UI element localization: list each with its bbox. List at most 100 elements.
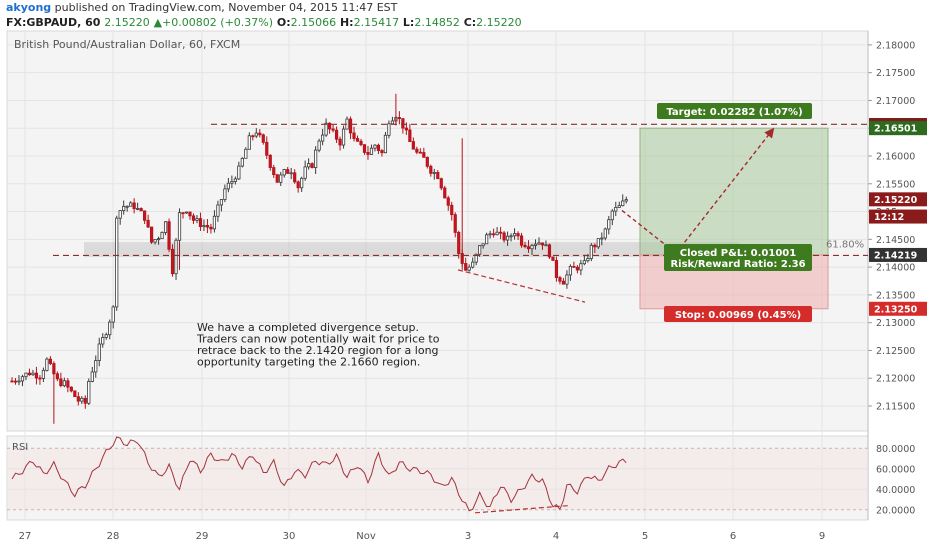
candle-body	[495, 231, 499, 236]
candle-body	[202, 225, 206, 227]
open-value: 2.15066	[290, 16, 337, 29]
rsi-label: RSI	[12, 442, 28, 453]
rsi-tick-label: 20.0000	[876, 505, 915, 516]
candle-body	[331, 128, 335, 131]
candle-body	[83, 397, 87, 404]
price-tick-label: 2.15500	[876, 179, 915, 190]
candle-body	[446, 197, 450, 206]
candle-body	[544, 244, 548, 247]
candle-body	[624, 199, 628, 202]
candle-body	[404, 127, 408, 131]
price-tag-text: 12:12	[874, 212, 904, 223]
candle-body	[443, 187, 447, 199]
candle-body	[355, 138, 360, 142]
candle-body	[66, 380, 70, 388]
support-zone	[84, 242, 739, 258]
price-tag-text: 2.15220	[874, 195, 918, 206]
candle-body	[76, 396, 80, 402]
candle-body	[258, 132, 262, 136]
candle-body	[303, 166, 307, 179]
candle-body	[334, 129, 339, 140]
candle-body	[31, 372, 35, 376]
candle-body	[146, 219, 150, 228]
candle-body	[401, 118, 405, 129]
candle-body	[596, 238, 600, 248]
candle-body	[125, 205, 129, 208]
candle-body	[617, 205, 621, 208]
candle-body	[160, 232, 164, 240]
price-tick-label: 2.11500	[876, 402, 915, 413]
candle-body	[233, 178, 237, 182]
price-tag	[869, 192, 927, 207]
symbol-label[interactable]: FX:GBPAUD, 60	[6, 16, 101, 29]
candle-body	[561, 280, 566, 285]
time-tick-label: 3	[465, 531, 471, 542]
stop-label: Stop: 0.00969 (0.45%)	[664, 306, 812, 322]
candle-body	[279, 174, 283, 183]
candle-body	[485, 234, 489, 245]
time-tick-label: 6	[730, 531, 736, 542]
candle-body	[10, 380, 14, 383]
candle-body	[512, 233, 517, 237]
close-label: C:	[463, 16, 477, 29]
candle-body	[122, 205, 126, 212]
candle-body	[338, 138, 342, 146]
annotation-line: We have a completed divergence setup.	[197, 321, 419, 334]
target-label-bg	[657, 103, 812, 119]
projection-up-arrow	[675, 127, 775, 254]
candle-body	[174, 239, 178, 275]
candle-body	[509, 235, 513, 238]
candle-body	[17, 380, 21, 383]
candle-body	[191, 215, 196, 221]
candle-body	[457, 232, 461, 254]
candle-body	[97, 343, 101, 361]
candle-body	[223, 188, 227, 200]
candle-body	[195, 218, 199, 221]
price-tick-label: 2.18000	[876, 40, 915, 51]
candle-body	[247, 135, 251, 150]
price-tick-label: 2.17000	[876, 96, 915, 107]
candle-body	[296, 181, 300, 189]
candle-body	[505, 235, 510, 241]
candle-body	[198, 218, 203, 227]
candle-body	[205, 225, 210, 228]
candle-body	[530, 245, 534, 250]
chart-title: British Pound/Australian Dollar, 60, FXC…	[14, 38, 240, 51]
rsi-tick-label: 60.0000	[876, 464, 915, 475]
time-tick-label: 27	[19, 531, 32, 542]
high-value: 2.15417	[353, 16, 400, 29]
price-tag-text: 2.16501	[874, 124, 917, 135]
stop-label-bg	[664, 306, 812, 322]
candle-body	[558, 277, 562, 282]
candle-body	[104, 334, 108, 338]
candle-body	[411, 141, 415, 150]
candle-body	[272, 167, 276, 176]
candle-body	[600, 237, 604, 240]
price-tick-label: 2.12000	[876, 374, 915, 385]
price-tag-text: 2.13250	[874, 304, 918, 315]
author-link[interactable]: akyong	[6, 1, 52, 14]
candle-body	[369, 147, 374, 155]
candle-body	[376, 144, 381, 151]
rsi-tick-label: 40.0000	[876, 485, 915, 496]
candle-body	[432, 172, 436, 174]
candle-body	[129, 202, 133, 207]
candle-body	[45, 358, 49, 371]
candle-body	[481, 243, 485, 247]
candle-body	[73, 390, 77, 398]
price-change: +0.00802 (+0.37%)	[162, 16, 274, 29]
candle-body	[55, 373, 59, 380]
candle-body	[139, 208, 143, 212]
price-tick-label: 2.16000	[876, 152, 915, 163]
candle-body	[90, 371, 94, 382]
last-price: 2.15220	[104, 16, 150, 29]
annotation-line: Traders can now potentially wait for pri…	[196, 333, 440, 346]
candle-body	[380, 150, 384, 154]
candle-body	[62, 380, 66, 387]
time-tick-label: 30	[283, 531, 296, 542]
candle-body	[216, 204, 220, 217]
candle-body	[362, 144, 367, 153]
candle-body	[153, 239, 157, 243]
